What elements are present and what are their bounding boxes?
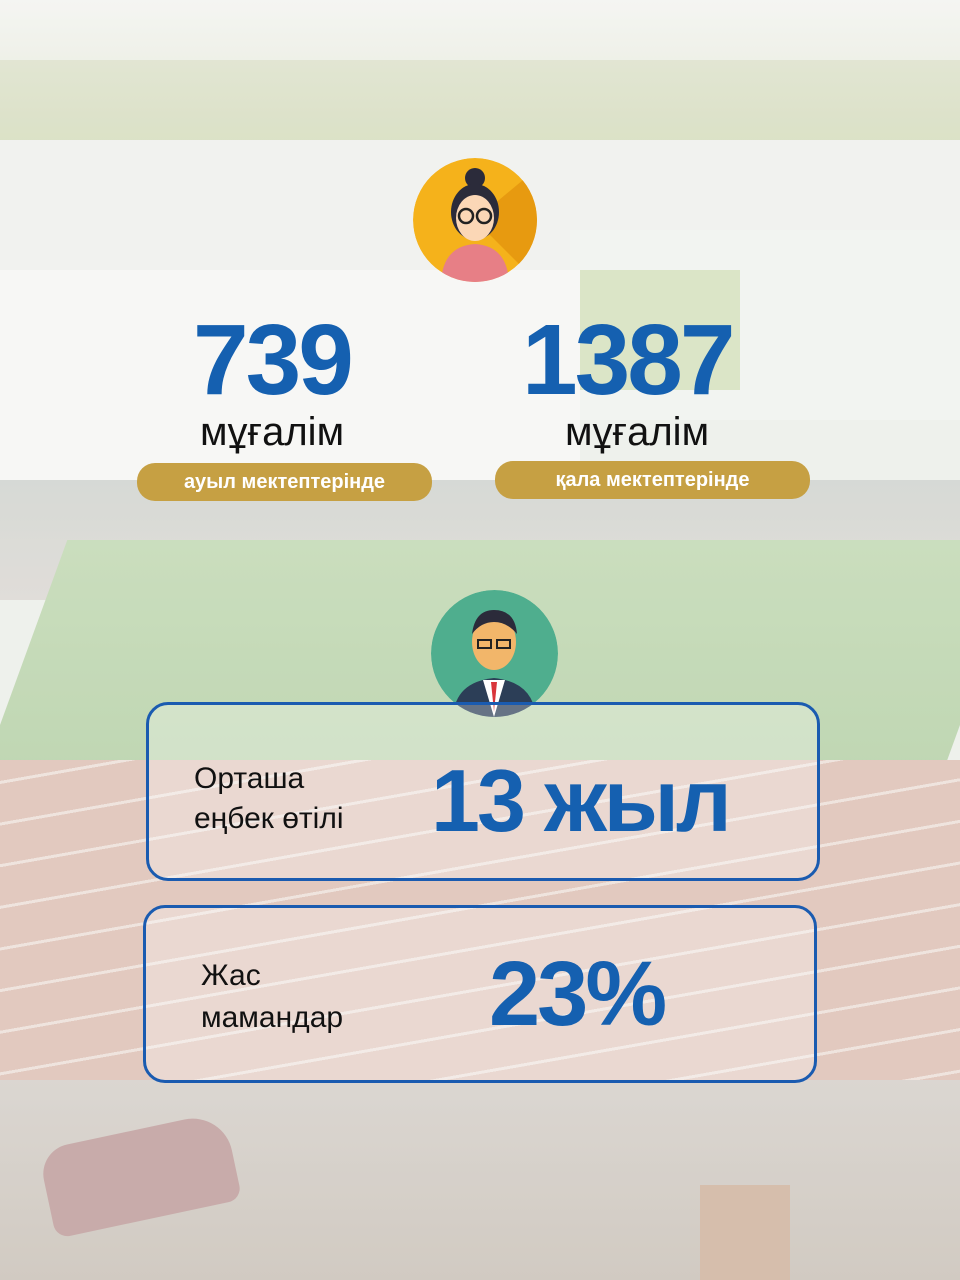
rural-unit: мұғалім bbox=[200, 410, 345, 454]
young-value: 23% bbox=[489, 943, 667, 1045]
urban-unit: мұғалім bbox=[565, 410, 710, 454]
urban-badge: қала мектептерінде bbox=[495, 461, 810, 499]
urban-teacher-count: 1387 bbox=[522, 304, 735, 416]
male-teacher-icon bbox=[431, 590, 558, 717]
experience-label-line1: Орташа bbox=[194, 762, 305, 795]
female-teacher-icon bbox=[413, 158, 537, 282]
young-label-line2: мамандар bbox=[201, 1001, 344, 1034]
young-specialists-card: Жас мамандар 23% bbox=[143, 905, 817, 1083]
experience-label-line2: еңбек өтілі bbox=[194, 802, 344, 835]
young-label-line1: Жас bbox=[201, 959, 261, 992]
rural-teacher-count: 739 bbox=[193, 304, 354, 416]
rural-badge: ауыл мектептерінде bbox=[137, 463, 432, 501]
experience-value: 13 жыл bbox=[431, 751, 732, 850]
experience-card: Орташа еңбек өтілі 13 жыл bbox=[146, 702, 820, 881]
